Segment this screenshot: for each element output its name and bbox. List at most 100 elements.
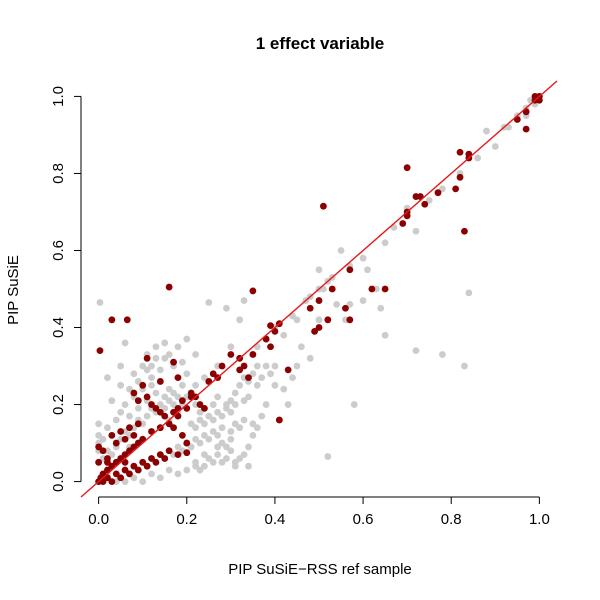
point-gray — [196, 439, 204, 447]
point-red — [245, 374, 252, 381]
point-gray — [117, 381, 125, 389]
point-gray — [192, 424, 199, 432]
point-gray — [231, 401, 239, 408]
point-red — [117, 428, 125, 435]
point-gray — [350, 401, 358, 408]
point-gray — [223, 443, 230, 451]
point-gray — [165, 466, 173, 474]
point-red — [434, 189, 442, 197]
point-gray — [152, 389, 160, 397]
point-gray — [112, 416, 120, 424]
point-gray — [192, 381, 199, 389]
point-gray — [227, 408, 235, 416]
point-red — [112, 470, 120, 478]
point-gray — [236, 316, 244, 324]
point-gray — [315, 266, 323, 274]
point-gray — [201, 420, 208, 428]
point-red — [126, 470, 133, 478]
point-gray — [271, 362, 279, 370]
point-red — [95, 443, 103, 451]
point-gray — [178, 381, 186, 389]
point-red — [315, 324, 323, 331]
point-red — [267, 343, 274, 351]
point-red — [346, 316, 354, 324]
point-gray — [170, 389, 177, 397]
point-gray — [192, 435, 199, 443]
point-gray — [95, 420, 103, 428]
data-points — [95, 93, 543, 485]
point-red — [456, 148, 464, 156]
point-gray — [214, 443, 222, 451]
point-red — [134, 466, 142, 474]
point-gray — [227, 428, 235, 435]
point-gray — [183, 335, 191, 343]
point-gray — [214, 431, 222, 439]
point-gray — [240, 297, 248, 304]
point-gray — [359, 297, 367, 304]
point-gray — [253, 362, 261, 370]
point-gray — [152, 354, 160, 362]
point-red — [275, 416, 283, 424]
point-red — [130, 462, 138, 470]
point-red — [315, 297, 323, 304]
point-gray — [258, 374, 266, 381]
x-tick-label: 0.2 — [176, 511, 197, 528]
point-gray — [253, 381, 261, 389]
point-red — [320, 202, 327, 210]
point-gray — [333, 301, 341, 308]
point-gray — [130, 474, 138, 482]
point-gray — [108, 397, 116, 405]
point-gray — [240, 397, 248, 405]
point-gray — [240, 451, 248, 459]
point-red — [346, 266, 354, 274]
point-red — [174, 374, 182, 381]
point-gray — [214, 393, 222, 401]
point-gray — [412, 227, 420, 235]
point-red — [227, 351, 235, 358]
point-gray — [126, 385, 133, 393]
point-gray — [161, 393, 169, 401]
point-gray — [183, 370, 191, 378]
point-red — [178, 431, 186, 439]
point-gray — [231, 389, 239, 397]
point-red — [240, 362, 248, 370]
point-gray — [165, 397, 173, 405]
point-red — [152, 405, 160, 412]
point-gray — [359, 254, 367, 262]
point-gray — [465, 289, 473, 297]
point-gray — [236, 455, 244, 462]
point-gray — [174, 393, 182, 401]
point-gray — [152, 343, 160, 351]
point-gray — [236, 381, 244, 389]
point-gray — [280, 385, 288, 393]
point-gray — [192, 351, 199, 358]
point-gray — [196, 466, 204, 474]
y-tick-label: 1.0 — [50, 86, 67, 107]
point-red — [236, 366, 244, 374]
point-gray — [205, 455, 213, 462]
point-red — [201, 405, 208, 412]
point-gray — [231, 462, 239, 470]
point-gray — [293, 362, 301, 370]
point-red — [421, 200, 429, 208]
point-gray — [156, 401, 164, 408]
point-red — [121, 435, 129, 443]
point-gray — [196, 416, 204, 424]
point-gray — [218, 424, 226, 432]
y-axis-label: PIP SuSiE — [5, 255, 22, 325]
point-red — [139, 458, 147, 466]
point-gray — [245, 462, 252, 470]
point-gray — [236, 424, 244, 432]
point-red — [522, 125, 530, 133]
point-red — [156, 451, 164, 459]
point-gray — [364, 266, 371, 274]
point-red — [381, 285, 389, 293]
point-gray — [96, 299, 104, 306]
point-gray — [192, 462, 199, 470]
point-gray — [99, 435, 107, 443]
point-gray — [293, 316, 301, 324]
point-gray — [262, 362, 270, 370]
point-gray — [377, 304, 385, 312]
point-red — [121, 466, 129, 474]
point-gray — [156, 474, 164, 482]
